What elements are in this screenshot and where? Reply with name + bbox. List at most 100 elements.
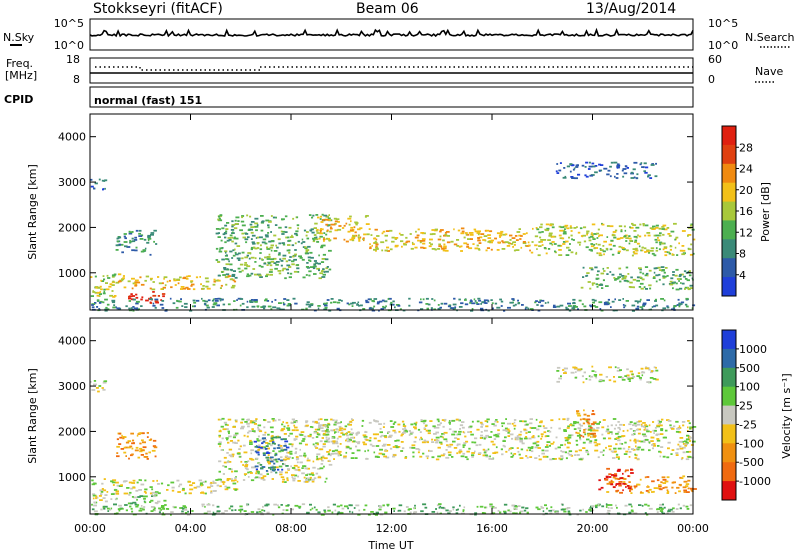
heatmap-cell bbox=[162, 512, 164, 514]
heatmap-cell bbox=[158, 507, 162, 510]
heatmap-cell bbox=[535, 444, 540, 447]
heatmap-cell bbox=[157, 500, 161, 503]
heatmap-cell bbox=[309, 433, 312, 436]
heatmap-cell bbox=[160, 509, 162, 511]
heatmap-cell bbox=[338, 299, 342, 301]
heatmap-cell bbox=[288, 259, 291, 262]
heatmap-cell bbox=[264, 431, 267, 434]
heatmap-cell bbox=[476, 420, 480, 423]
heatmap-cell bbox=[262, 306, 265, 308]
heatmap-cell bbox=[657, 419, 660, 422]
heatmap-cell bbox=[541, 231, 544, 233]
heatmap-cell bbox=[672, 307, 676, 309]
heatmap-cell bbox=[630, 472, 634, 474]
heatmap-cell bbox=[308, 305, 312, 308]
heatmap-cell bbox=[300, 431, 305, 433]
heatmap-cell bbox=[443, 431, 448, 434]
heatmap-cell bbox=[467, 431, 470, 433]
heatmap-cell bbox=[301, 467, 304, 469]
heatmap-cell bbox=[279, 258, 282, 261]
heatmap-cell bbox=[599, 373, 603, 376]
heatmap-cell bbox=[192, 482, 196, 484]
heatmap-cell bbox=[244, 421, 248, 423]
heatmap-cell bbox=[328, 459, 331, 462]
heatmap-cell bbox=[123, 241, 128, 243]
colorbar-swatch bbox=[722, 367, 736, 388]
heatmap-cell bbox=[320, 463, 324, 465]
heatmap-cell bbox=[291, 474, 295, 476]
heatmap-cell bbox=[267, 421, 271, 423]
heatmap-cell bbox=[241, 302, 245, 305]
heatmap-cell bbox=[551, 235, 555, 238]
heatmap-cell bbox=[556, 163, 559, 165]
heatmap-cell bbox=[686, 287, 689, 289]
heatmap-cell bbox=[129, 491, 132, 494]
heatmap-cell bbox=[495, 433, 499, 436]
heatmap-cell bbox=[131, 442, 135, 445]
heatmap-cell bbox=[350, 302, 354, 305]
heatmap-cell bbox=[647, 274, 649, 277]
heatmap-cell bbox=[433, 426, 436, 429]
heatmap-cell bbox=[625, 266, 629, 269]
heatmap-cell bbox=[633, 438, 637, 441]
heatmap-cell bbox=[585, 275, 587, 277]
heatmap-cell bbox=[116, 237, 119, 240]
heatmap-cell bbox=[124, 446, 128, 449]
heatmap-cell bbox=[650, 247, 655, 250]
heatmap-cell bbox=[287, 429, 291, 431]
heatmap-cell bbox=[265, 275, 268, 278]
heatmap-cell bbox=[630, 468, 633, 471]
heatmap-cell bbox=[249, 215, 252, 218]
heatmap-cell bbox=[149, 298, 153, 301]
heatmap-cell bbox=[566, 427, 570, 429]
heatmap-cell bbox=[676, 427, 680, 430]
heatmap-cell bbox=[306, 477, 310, 480]
heatmap-cell bbox=[570, 176, 574, 178]
heatmap-cell bbox=[588, 375, 591, 378]
heatmap-cell bbox=[314, 262, 318, 264]
heatmap-cell bbox=[656, 438, 660, 440]
heatmap-cell bbox=[685, 505, 689, 508]
heatmap-cell bbox=[385, 305, 387, 308]
heatmap-cell bbox=[200, 283, 202, 286]
heatmap-cell bbox=[516, 435, 519, 437]
heatmap-cell bbox=[118, 443, 122, 445]
heatmap-cell bbox=[223, 456, 227, 459]
heatmap-cell bbox=[470, 433, 474, 436]
heatmap-cell bbox=[115, 512, 119, 515]
heatmap-cell bbox=[594, 375, 597, 378]
heatmap-cell bbox=[288, 226, 292, 229]
heatmap-cell bbox=[660, 481, 663, 484]
heatmap-cell bbox=[274, 458, 278, 461]
heatmap-cell bbox=[98, 178, 101, 181]
colorbar-tick-label: 24 bbox=[739, 163, 753, 176]
heatmap-cell bbox=[296, 267, 300, 270]
heatmap-cell bbox=[240, 460, 243, 463]
heatmap-cell bbox=[655, 234, 660, 237]
heatmap-cell bbox=[519, 457, 524, 459]
heatmap-cell bbox=[278, 418, 281, 421]
heatmap-cell bbox=[670, 230, 675, 233]
heatmap-cell bbox=[392, 446, 397, 448]
heatmap-cell bbox=[622, 489, 624, 492]
heatmap-cell bbox=[684, 303, 688, 306]
heatmap-cell bbox=[123, 233, 127, 235]
heatmap-cell bbox=[622, 298, 624, 300]
heatmap-cell bbox=[358, 441, 361, 443]
heatmap-cell bbox=[630, 276, 633, 279]
heatmap-cell bbox=[235, 419, 238, 422]
heatmap-cell bbox=[234, 470, 238, 473]
heatmap-cell bbox=[643, 425, 646, 428]
heatmap-cell bbox=[206, 503, 211, 506]
heatmap-cell bbox=[683, 275, 686, 278]
heatmap-cell bbox=[225, 437, 229, 439]
heatmap-cell bbox=[226, 239, 230, 242]
heatmap-cell bbox=[579, 369, 582, 372]
heatmap-cell bbox=[323, 271, 326, 273]
heatmap-cell bbox=[326, 237, 328, 240]
heatmap-cell bbox=[574, 368, 578, 370]
heatmap-cell bbox=[256, 439, 260, 442]
heatmap-cell bbox=[566, 446, 570, 449]
heatmap-cell bbox=[582, 422, 586, 425]
heatmap-cell bbox=[408, 508, 412, 510]
